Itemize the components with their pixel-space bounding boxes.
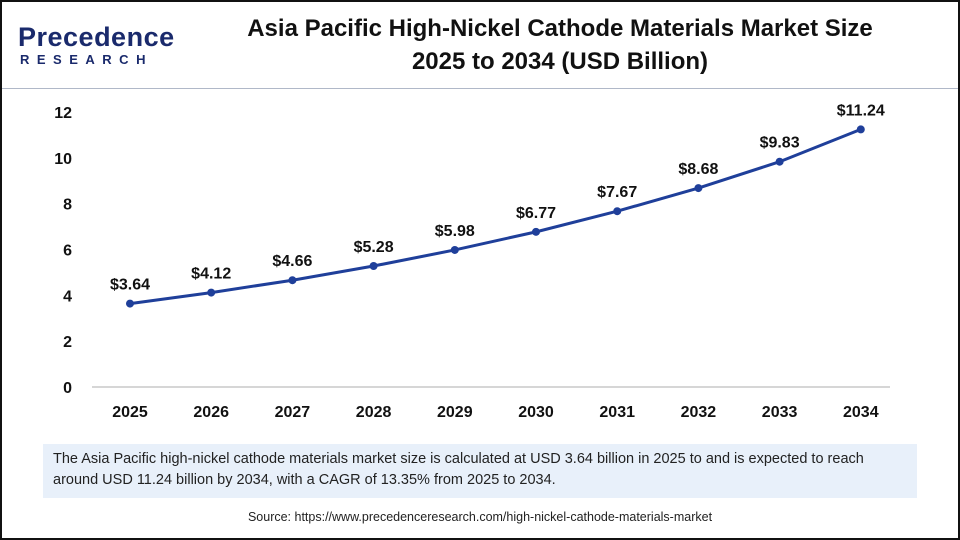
line-chart: 0 2 4 6 8 10 12 2025 2026 2027 2028 2029 2030 2031 203… [54,102,890,421]
data-label: $8.68 [678,161,718,178]
y-tick-label: 4 [63,288,72,305]
data-label: $4.12 [191,266,231,283]
title-line2: 2025 to 2034 (USD Billion) [411,48,709,75]
title-line1: Asia Pacific High-Nickel Cathode Materia… [247,15,873,42]
y-tick-label: 6 [63,243,72,260]
logo-line2: RESEARCH [20,52,153,67]
data-point [369,262,378,270]
data-label: $3.64 [110,277,150,294]
y-tick-label: 12 [54,105,72,122]
x-tick-label: 2027 [275,404,311,421]
data-point [450,245,459,254]
x-tick-label: 2026 [193,404,229,421]
x-tick-label: 2031 [599,404,635,421]
x-tick-label: 2025 [112,404,148,421]
data-point [775,157,784,166]
y-tick-label: 8 [63,197,72,214]
x-tick-label: 2029 [437,404,473,421]
x-tick-label: 2034 [843,404,879,421]
data-point [694,184,703,193]
logo-line1: Precedence [18,22,175,52]
data-point [207,288,216,297]
data-label: $4.66 [272,253,312,270]
data-point [532,227,540,236]
data-label: $5.28 [354,239,394,256]
x-tick-label: 2033 [762,404,798,421]
y-tick-label: 0 [63,380,72,397]
y-tick-label: 10 [54,151,72,168]
data-label: $9.83 [760,135,800,152]
data-label: $6.77 [516,205,556,222]
x-tick-label: 2032 [681,404,717,421]
data-point [126,299,134,308]
data-label: $11.24 [837,102,885,119]
x-tick-label: 2030 [518,404,554,421]
data-label: $7.67 [597,184,637,201]
data-point [288,276,297,285]
series-line [129,128,862,306]
data-label: $5.98 [435,223,475,240]
header-divider [2,88,958,89]
data-point [613,207,622,216]
data-point [856,125,865,134]
x-tick-label: 2028 [356,404,392,421]
logo: Precedence RESEARCH [14,22,174,67]
source-text: Source: https://www.precedenceresearch.c… [247,510,713,524]
chart-title: Asia Pacific High-Nickel Cathode Materia… [200,12,920,78]
summary-note: The Asia Pacific high-nickel cathode mat… [43,444,917,498]
y-tick-label: 2 [63,334,72,351]
